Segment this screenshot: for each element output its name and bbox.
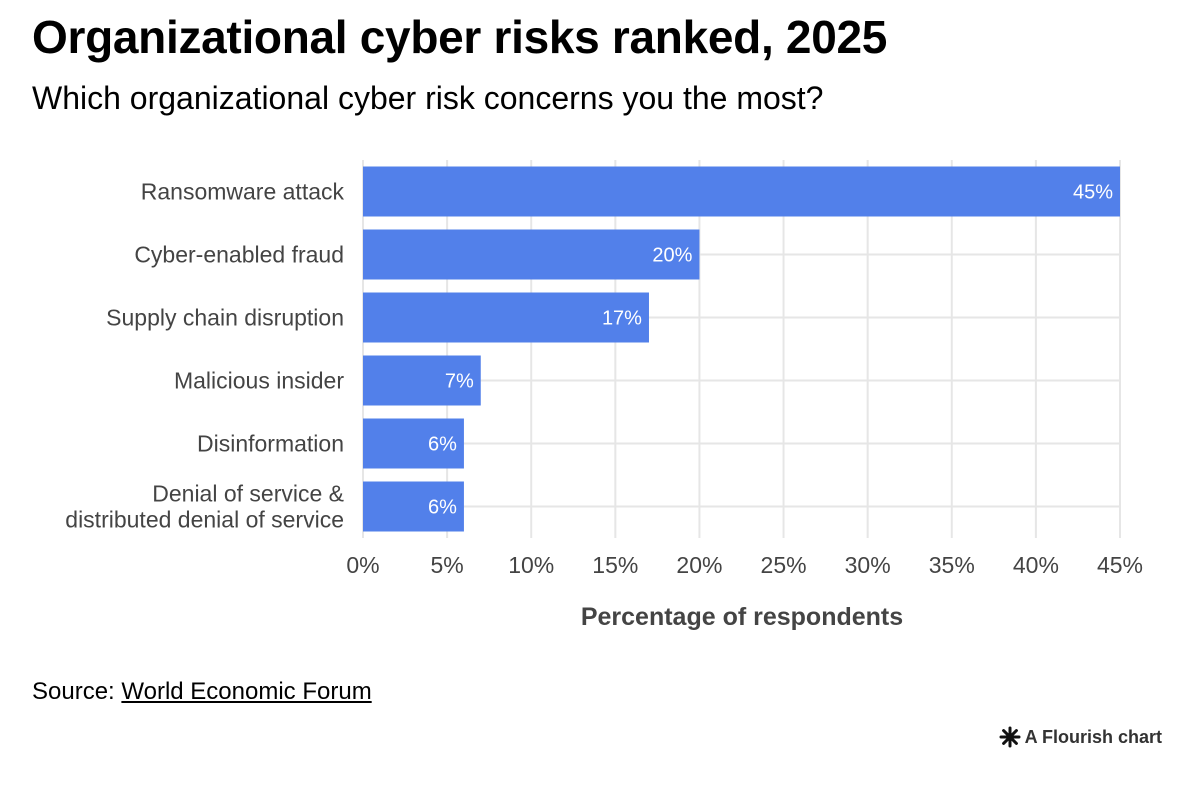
bar[interactable] [363,166,1120,217]
flourish-credit[interactable]: A Flourish chart [999,726,1162,748]
source-link[interactable]: World Economic Forum [121,678,372,705]
data-label: 6% [428,434,457,456]
data-label: 6% [428,497,457,519]
flourish-star-icon [999,726,1021,748]
bar[interactable] [363,418,464,469]
x-tick-label: 0% [346,552,379,578]
category-label: Cyber-enabled fraud [134,242,344,268]
x-axis-title: Percentage of respondents [581,603,903,631]
x-tick-label: 45% [1097,552,1143,578]
bars: 45% 20% 17% 7% 6% 6% [363,166,1120,532]
x-tick-label: 35% [929,552,975,578]
category-label: Disinformation [197,431,344,457]
y-axis-labels: Ransomware attack Cyber-enabled fraud Supp… [65,179,344,533]
bar[interactable] [363,292,649,343]
credit-text: A Flourish chart [1024,726,1162,747]
x-tick-label: 30% [845,552,891,578]
x-tick-label: 5% [430,552,463,578]
source-line: Source: World Economic Forum [32,678,372,706]
x-tick-label: 20% [676,552,722,578]
chart-subtitle: Which organizational cyber risk concerns… [32,80,824,116]
data-label: 20% [652,245,692,267]
bar[interactable] [363,229,700,280]
data-label: 7% [445,371,474,393]
category-label: Malicious insider [174,368,344,394]
category-label: Denial of service & [152,481,344,507]
data-label: 45% [1073,182,1113,204]
category-label: Supply chain disruption [106,305,344,331]
data-label: 17% [602,308,642,330]
bar[interactable] [363,481,464,532]
bar-chart: 45% 20% 17% 7% 6% 6% Ransomware attack Cyber-e… [65,160,1143,631]
category-label: distributed denial of service [65,507,344,533]
chart-title: Organizational cyber risks ranked, 2025 [32,11,888,63]
x-tick-label: 40% [1013,552,1059,578]
category-label: Ransomware attack [141,179,345,205]
grid-lines [362,160,1121,538]
x-tick-label: 25% [761,552,807,578]
x-tick-label: 10% [508,552,554,578]
bar[interactable] [363,355,481,406]
x-tick-label: 15% [592,552,638,578]
source-prefix: Source: [32,678,122,705]
x-axis-ticks: 0% 5% 10% 15% 20% 25% 30% 35% 40% 45% [346,552,1143,578]
